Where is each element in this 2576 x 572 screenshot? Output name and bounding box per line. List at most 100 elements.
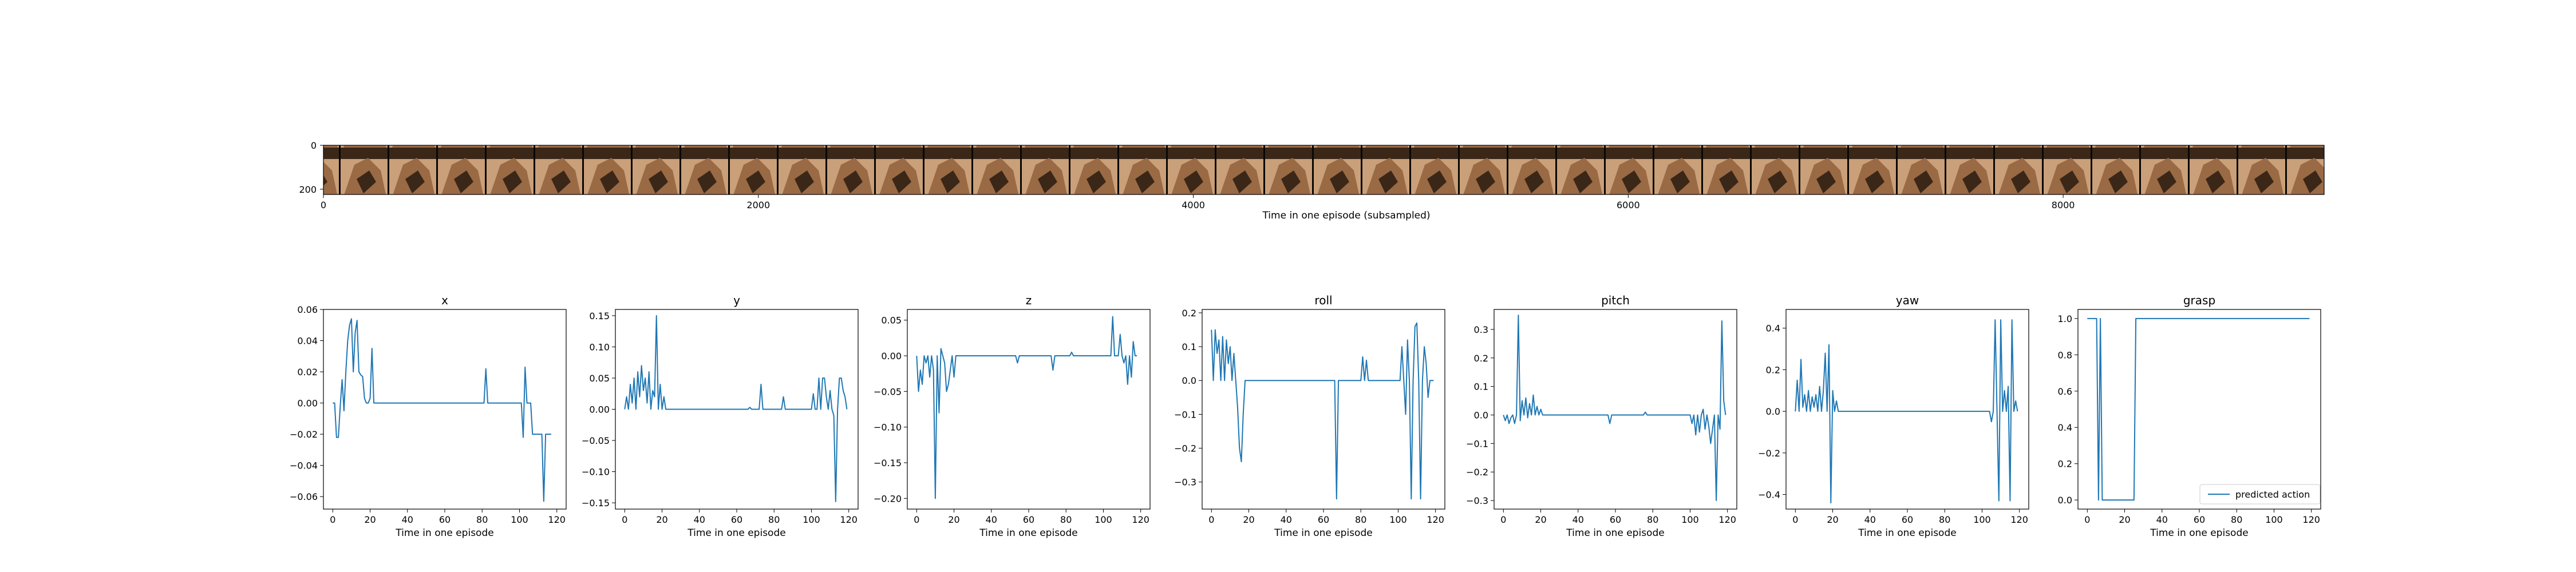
x-tick-label: 100 [2265,514,2283,525]
x-tick-label: 20 [2119,514,2130,525]
x-tick-label: 0 [1792,514,1798,525]
x-tick-label: 0 [2084,514,2090,525]
subplot-xlabel: Time in one episode [687,527,785,539]
y-tick-label: 0.1 [1474,382,1488,392]
y-tick-label: −0.02 [290,429,318,440]
y-tick-label: −0.2 [1466,467,1488,478]
y-tick-label: 0.0 [2058,495,2072,506]
subplot-y: y Time in one episode 0 20 40 60 80 100 120 0.1… [582,293,859,539]
x-tick-label: 20 [1243,514,1254,525]
subplot-pitch: pitch Time in one episode 0 20 40 60 80 100 12… [1466,293,1737,539]
x-tick-label: 0 [622,514,627,525]
y-tick-label: 0.8 [2058,349,2072,360]
series-line [916,316,1137,499]
y-tick-label: 0.0 [1766,406,1780,417]
x-tick-label: 120 [548,514,566,525]
axes-frame [2077,309,2321,510]
subplot-xlabel: Time in one episode [2150,527,2248,539]
filmstrip-xtick-label: 2000 [746,200,770,210]
x-tick-label: 0 [914,514,919,525]
y-tick-label: −0.1 [1174,409,1196,420]
subplot-title: grasp [2183,293,2215,307]
y-tick-label: −0.20 [874,493,902,504]
y-tick-label: −0.3 [1174,477,1196,488]
x-tick-label: 80 [476,514,488,525]
legend-box [2199,484,2321,505]
x-tick-label: 80 [2231,514,2242,525]
subplot-title: x [441,293,448,307]
y-tick-label: 0.05 [589,373,610,384]
y-tick-label: −0.04 [290,460,318,471]
series-line [333,318,551,502]
y-tick-label: 0.4 [2058,422,2072,433]
subplot-grasp: grasp Time in one episode predicted acti… [2058,293,2321,539]
x-tick-label: 100 [1681,514,1699,525]
y-tick-label: 0.0 [1474,410,1488,420]
x-tick-label: 60 [1902,514,1913,525]
x-tick-label: 100 [1389,514,1407,525]
x-tick-label: 120 [840,514,858,525]
subplot-title: pitch [1601,293,1630,307]
y-tick-label: 0.6 [2058,386,2072,397]
series-line [1211,322,1434,500]
x-tick-label: 60 [731,514,742,525]
filmstrip-ytick-label: 200 [299,184,317,195]
subplot-xlabel: Time in one episode [1566,527,1664,539]
y-tick-label: 0.0 [1182,375,1196,386]
filmstrip-xtick-label: 0 [321,200,326,210]
y-tick-label: 0.06 [297,304,318,315]
y-tick-label: −0.4 [1758,490,1780,500]
y-tick-label: 0.00 [297,398,318,409]
filmstrip-frame [323,145,2325,195]
series-line [2087,317,2310,501]
x-tick-label: 0 [1500,514,1506,525]
y-tick-label: 0.4 [1766,323,1780,334]
x-tick-label: 80 [768,514,780,525]
y-tick-label: 0.05 [881,315,902,326]
y-tick-label: −0.1 [1466,438,1488,449]
y-tick-label: −0.06 [290,491,318,502]
y-tick-label: 0.10 [589,341,610,352]
subplot-xlabel: Time in one episode [979,527,1077,539]
x-tick-label: 40 [986,514,997,525]
x-tick-label: 100 [511,514,528,525]
subplot-title: y [733,293,740,307]
filmstrip-xtick-label: 8000 [2052,200,2075,210]
y-tick-label: −0.10 [874,422,902,433]
subplot-title: yaw [1896,293,1919,307]
filmstrip-ticks: 0 2000 4000 6000 8000 0 200 [299,140,2075,210]
filmstrip-xtick-label: 4000 [1182,200,1205,210]
y-tick-label: 0.2 [1474,353,1488,364]
x-tick-label: 20 [1535,514,1546,525]
y-tick-label: 0.3 [1474,324,1488,335]
filmstrip-panel: 0 2000 4000 6000 8000 0 200 Time in one episod… [299,140,2325,221]
x-tick-label: 20 [364,514,376,525]
y-tick-label: 0.00 [589,404,610,415]
filmstrip-image [323,145,2324,194]
x-tick-label: 40 [2156,514,2168,525]
subplot-z: z Time in one episode 0 20 40 60 80 100 120 0.0… [874,293,1151,539]
x-tick-label: 0 [330,514,335,525]
y-tick-label: −0.15 [582,498,610,509]
x-tick-label: 60 [1318,514,1329,525]
x-tick-label: 80 [1060,514,1072,525]
filmstrip-ytick-label: 0 [311,140,317,151]
x-tick-label: 20 [948,514,959,525]
x-tick-label: 60 [1023,514,1034,525]
x-tick-label: 40 [694,514,705,525]
subplot-x: x Time in one episode 0 20 40 60 80 100 120 0.0… [290,293,567,539]
y-tick-label: −0.05 [874,386,902,397]
y-tick-label: 0.2 [1182,308,1196,319]
y-tick-label: −0.05 [582,435,610,446]
y-tick-label: 0.00 [881,351,902,362]
axes-frame [323,309,567,510]
y-tick-label: 0.1 [1182,341,1196,352]
subplot-roll: roll Time in one episode 0 20 40 60 80 100 120… [1174,293,1445,539]
y-tick-label: 0.04 [297,336,318,347]
filmstrip-xlabel: Time in one episode (subsampled) [1262,210,1430,221]
legend: predicted action [2199,484,2321,505]
x-tick-label: 60 [2194,514,2205,525]
x-tick-label: 40 [1864,514,1876,525]
y-tick-label: 0.02 [297,367,318,378]
